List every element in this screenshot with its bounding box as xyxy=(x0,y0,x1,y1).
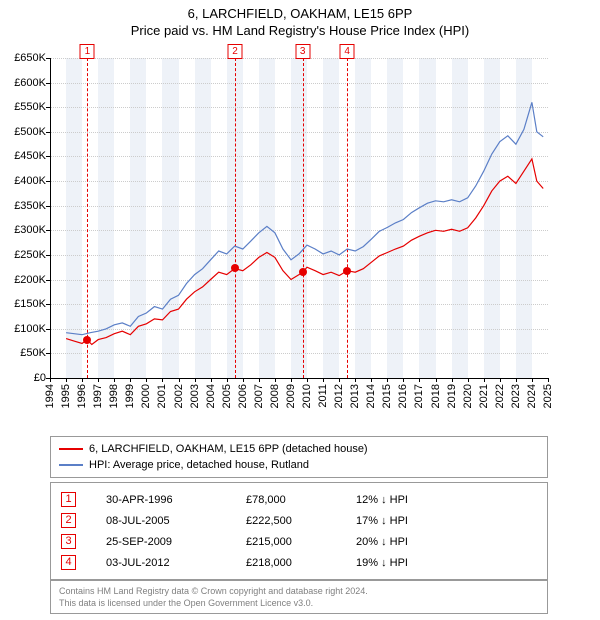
footer-attribution: Contains HM Land Registry data © Crown c… xyxy=(50,580,548,614)
x-axis-label: 2014 xyxy=(365,384,377,408)
x-axis-label: 2024 xyxy=(526,384,538,408)
legend-item: HPI: Average price, detached house, Rutl… xyxy=(59,457,539,473)
sale-date: 08-JUL-2005 xyxy=(106,515,246,527)
sale-diff: 17% ↓ HPI xyxy=(356,515,537,527)
legend-item: 6, LARCHFIELD, OAKHAM, LE15 6PP (detache… xyxy=(59,441,539,457)
sale-marker-badge: 2 xyxy=(228,44,243,59)
sale-price: £218,000 xyxy=(246,557,356,569)
y-axis-label: £150K xyxy=(2,298,46,310)
y-axis-label: £50K xyxy=(2,347,46,359)
sales-table: 1 30-APR-1996£78,00012% ↓ HPI 2 08-JUL-2005… xyxy=(50,482,548,580)
x-axis-label: 1994 xyxy=(44,384,56,408)
sale-date: 30-APR-1996 xyxy=(106,494,246,506)
x-axis-label: 2006 xyxy=(237,384,249,408)
x-axis-label: 1997 xyxy=(92,384,104,408)
chart-title: 6, LARCHFIELD, OAKHAM, LE15 6PP xyxy=(0,0,600,21)
y-axis-label: £450K xyxy=(2,150,46,162)
sale-marker-badge: 3 xyxy=(295,44,310,59)
x-axis-label: 2023 xyxy=(510,384,522,408)
x-axis-label: 1995 xyxy=(60,384,72,408)
y-axis-label: £200K xyxy=(2,274,46,286)
x-axis-label: 2019 xyxy=(446,384,458,408)
x-axis-label: 2008 xyxy=(269,384,281,408)
x-axis-label: 2020 xyxy=(462,384,474,408)
legend-swatch xyxy=(59,448,83,450)
x-axis-label: 2002 xyxy=(173,384,185,408)
sale-price: £222,500 xyxy=(246,515,356,527)
x-axis-label: 2012 xyxy=(333,384,345,408)
sale-marker-dot xyxy=(231,264,239,272)
sale-diff: 19% ↓ HPI xyxy=(356,557,537,569)
series-lines xyxy=(50,58,548,378)
footer-line: Contains HM Land Registry data © Crown c… xyxy=(59,585,539,597)
x-axis-label: 2017 xyxy=(413,384,425,408)
x-axis-line xyxy=(50,378,548,379)
legend-label: HPI: Average price, detached house, Rutl… xyxy=(89,457,309,473)
x-axis-label: 2005 xyxy=(221,384,233,408)
sale-price: £215,000 xyxy=(246,536,356,548)
x-axis-label: 1998 xyxy=(108,384,120,408)
x-axis-label: 1996 xyxy=(76,384,88,408)
sale-marker-badge: 1 xyxy=(80,44,95,59)
plot-area: £0£50K£100K£150K£200K£250K£300K£350K£400… xyxy=(50,58,548,378)
sale-row: 4 03-JUL-2012£218,00019% ↓ HPI xyxy=(51,552,547,573)
y-axis-label: £600K xyxy=(2,77,46,89)
chart-container: { "title": "6, LARCHFIELD, OAKHAM, LE15 … xyxy=(0,0,600,620)
x-axis-label: 2004 xyxy=(205,384,217,408)
y-axis-label: £250K xyxy=(2,249,46,261)
y-axis-label: £100K xyxy=(2,323,46,335)
x-axis-label: 2007 xyxy=(253,384,265,408)
sale-badge: 4 xyxy=(61,555,76,570)
sale-price: £78,000 xyxy=(246,494,356,506)
y-axis-label: £300K xyxy=(2,224,46,236)
sale-row: 3 25-SEP-2009£215,00020% ↓ HPI xyxy=(51,531,547,552)
y-axis-label: £0 xyxy=(2,372,46,384)
x-axis-label: 2021 xyxy=(478,384,490,408)
y-axis-label: £350K xyxy=(2,200,46,212)
x-axis-label: 2018 xyxy=(430,384,442,408)
sale-badge: 2 xyxy=(61,513,76,528)
y-axis-label: £650K xyxy=(2,52,46,64)
chart-area: £0 £50K £100K £150K £200K £250K £300K £350K £400… xyxy=(0,42,600,430)
y-axis-label: £500K xyxy=(2,126,46,138)
x-axis-label: 2016 xyxy=(397,384,409,408)
sale-row: 1 30-APR-1996£78,00012% ↓ HPI xyxy=(51,489,547,510)
sale-marker-dot xyxy=(343,267,351,275)
y-axis-label: £400K xyxy=(2,175,46,187)
sale-row: 2 08-JUL-2005£222,50017% ↓ HPI xyxy=(51,510,547,531)
sale-marker-dot xyxy=(299,268,307,276)
sale-badge: 1 xyxy=(61,492,76,507)
x-axis-label: 1999 xyxy=(124,384,136,408)
y-axis-label: £550K xyxy=(2,101,46,113)
sale-diff: 20% ↓ HPI xyxy=(356,536,537,548)
x-axis-label: 2013 xyxy=(349,384,361,408)
chart-subtitle: Price paid vs. HM Land Registry's House … xyxy=(0,21,600,42)
x-axis-label: 2025 xyxy=(542,384,554,408)
x-axis-label: 2011 xyxy=(317,384,329,408)
sale-badge: 3 xyxy=(61,534,76,549)
x-axis-label: 2009 xyxy=(285,384,297,408)
x-axis-label: 2015 xyxy=(381,384,393,408)
footer-line: This data is licensed under the Open Gov… xyxy=(59,597,539,609)
legend: 6, LARCHFIELD, OAKHAM, LE15 6PP (detache… xyxy=(50,436,548,478)
sale-date: 03-JUL-2012 xyxy=(106,557,246,569)
sale-marker-dot xyxy=(83,336,91,344)
sale-diff: 12% ↓ HPI xyxy=(356,494,537,506)
x-axis-label: 2001 xyxy=(156,384,168,408)
x-tick xyxy=(548,378,549,382)
series-line xyxy=(66,102,543,334)
x-axis-label: 2000 xyxy=(140,384,152,408)
sale-marker-badge: 4 xyxy=(340,44,355,59)
legend-swatch xyxy=(59,464,83,466)
x-axis-label: 2003 xyxy=(189,384,201,408)
x-axis-label: 2010 xyxy=(301,384,313,408)
legend-label: 6, LARCHFIELD, OAKHAM, LE15 6PP (detache… xyxy=(89,441,368,457)
x-axis-label: 2022 xyxy=(494,384,506,408)
sale-date: 25-SEP-2009 xyxy=(106,536,246,548)
